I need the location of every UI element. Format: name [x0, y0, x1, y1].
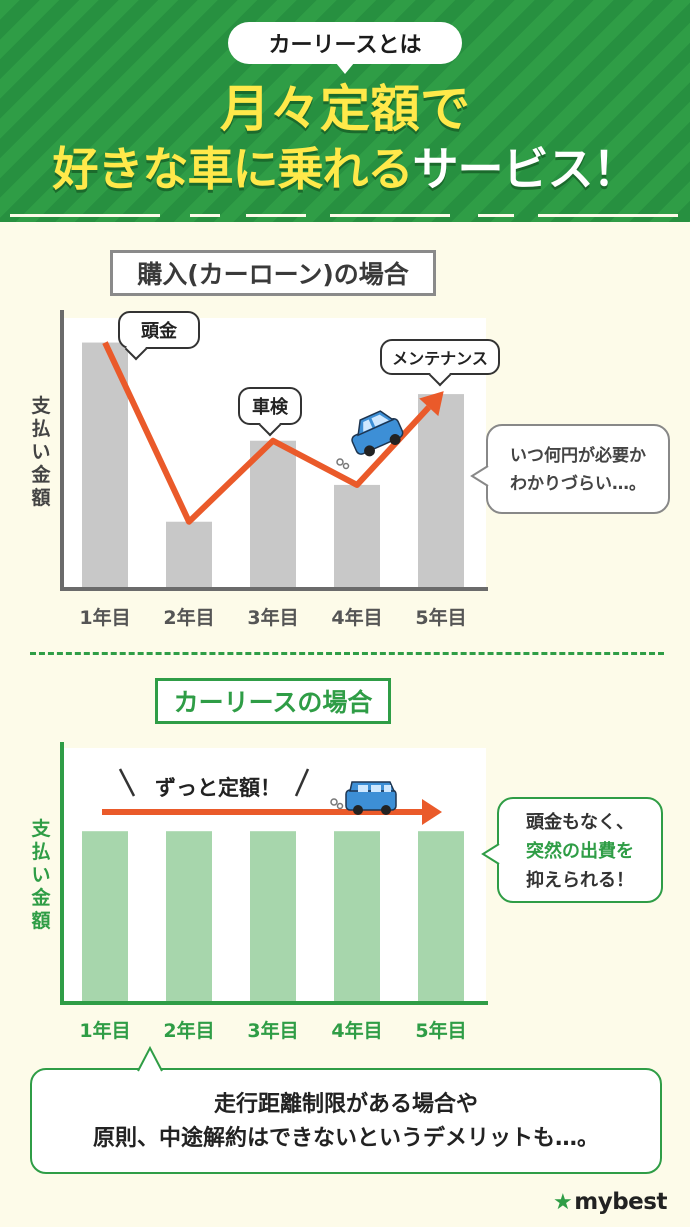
chart1-x-tick-label: 2年目	[163, 607, 215, 629]
chart1-bar	[166, 521, 212, 588]
emphasis-mark	[294, 768, 310, 797]
note-unpredictable: いつ何円が必要か わかりづらい…。	[486, 424, 670, 514]
note-no-downpayment: 頭金もなく、 突然の出費を 抑えられる！	[497, 797, 663, 903]
exhaust-puff	[342, 462, 350, 470]
logo-text: mybest	[574, 1189, 667, 1215]
exhaust-puff	[336, 802, 344, 810]
chart2-bar	[166, 831, 212, 1001]
chart1-bar	[334, 484, 380, 588]
chart1-trend-line	[102, 341, 431, 525]
car-icon	[345, 781, 397, 815]
chart1-x-tick-label: 1年目	[79, 607, 131, 629]
chart2-ylabel-text: 支払い金額	[31, 818, 51, 932]
flat-rate-label: ずっと定額！	[155, 776, 281, 800]
note-demerits: 走行距離制限がある場合や 原則、中途解約はできないというデメリットも…。	[30, 1068, 662, 1174]
exhaust-puff	[330, 798, 338, 806]
chart2-x-tick-label: 3年目	[247, 1020, 299, 1042]
chart2-x-tick-label: 1年目	[79, 1020, 131, 1042]
chart1-bar	[418, 394, 464, 588]
chart2-bar	[418, 831, 464, 1001]
note1-tail	[470, 465, 489, 487]
headline-line2-yellow: 好きな車に乗れる	[52, 142, 414, 196]
note2-line3: 抑えられる！	[526, 870, 634, 891]
headline-line2: 好きな車に乗れるサービス！	[0, 146, 690, 192]
chart2-bar	[334, 831, 380, 1001]
callout-inspection: 車検	[238, 387, 302, 425]
chart1-bar	[82, 342, 128, 588]
chart1-bar	[250, 440, 296, 588]
callout-maintenance: メンテナンス	[380, 339, 500, 375]
note3-line1: 走行距離制限がある場合や	[213, 1092, 478, 1117]
note1-line2: わかりづらい…。	[510, 474, 646, 494]
chart1-title: 購入(カーローン)の場合	[110, 250, 436, 296]
chart1-x-tick-label: 4年目	[331, 607, 383, 629]
note2-line2: 突然の出費を	[526, 841, 634, 862]
emphasis-mark	[118, 768, 136, 797]
note1-line1: いつ何円が必要か	[510, 446, 646, 466]
star-icon: ★	[553, 1190, 573, 1215]
car-icon	[351, 410, 404, 457]
chart1-ylabel: 支払い金額	[26, 395, 56, 510]
note2-line1: 頭金もなく、	[526, 812, 634, 833]
note2-tail	[481, 843, 500, 865]
headline-line1: 月々定額で	[220, 80, 470, 138]
chart2-bar	[250, 831, 296, 1001]
topic-pill: カーリースとは	[228, 22, 462, 74]
mybest-logo: ★mybest	[553, 1189, 667, 1215]
chart2-x-tick-label: 4年目	[331, 1020, 383, 1042]
chart2-x-tick-label: 5年目	[415, 1020, 467, 1042]
chart1-x-tick-label: 3年目	[247, 607, 299, 629]
chart2-flat-arrowhead	[422, 799, 442, 825]
header-banner: カーリースとは 月々定額で 好きな車に乗れるサービス！	[0, 0, 690, 222]
note3-line2: 原則、中途解約はできないというデメリットも…。	[92, 1126, 599, 1151]
chart2-bar	[82, 831, 128, 1001]
section-divider	[30, 652, 664, 655]
header-dash-line	[10, 214, 678, 217]
note3-tail	[137, 1045, 163, 1074]
chart1-x-tick-label: 5年目	[415, 607, 467, 629]
chart1-ylabel-text: 支払い金額	[31, 395, 51, 509]
callout-downpayment: 頭金	[118, 311, 200, 349]
chart2-svg	[60, 742, 488, 1005]
chart1-trend-arrowhead	[419, 391, 444, 417]
chart2-ylabel: 支払い金額	[26, 818, 56, 933]
chart2-title: カーリースの場合	[155, 678, 391, 724]
chart2-x-tick-label: 2年目	[163, 1020, 215, 1042]
headline-line2-white: サービス！	[412, 142, 639, 196]
exhaust-puff	[336, 458, 344, 466]
